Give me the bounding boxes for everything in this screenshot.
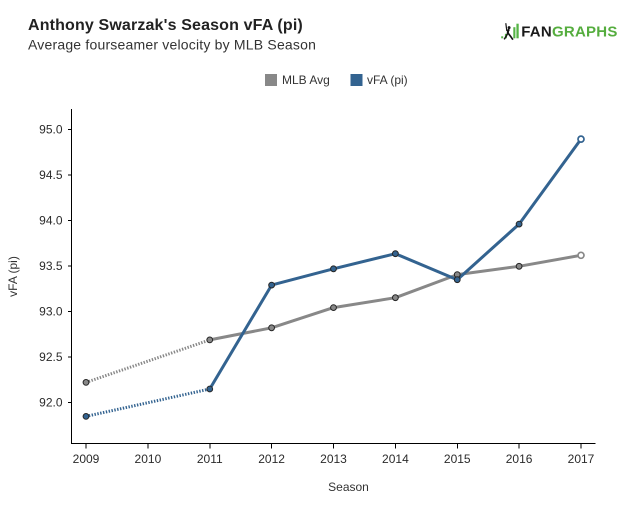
- svg-text:95.0: 95.0: [39, 123, 63, 137]
- svg-text:2009: 2009: [73, 452, 100, 466]
- svg-text:Season: Season: [328, 480, 369, 494]
- svg-text:vFA (pi): vFA (pi): [6, 256, 20, 297]
- svg-text:93.5: 93.5: [39, 259, 63, 273]
- svg-text:2011: 2011: [197, 452, 223, 466]
- svg-text:93.0: 93.0: [39, 305, 63, 319]
- svg-text:FANGRAPHS: FANGRAPHS: [521, 24, 617, 41]
- svg-text:Anthony Swarzak's Season vFA (: Anthony Swarzak's Season vFA (pi): [28, 17, 303, 34]
- svg-text:2016: 2016: [506, 452, 533, 466]
- svg-text:MLB Avg: MLB Avg: [282, 73, 330, 87]
- svg-text:2012: 2012: [258, 452, 285, 466]
- svg-text:2014: 2014: [382, 452, 409, 466]
- svg-text:92.5: 92.5: [39, 350, 63, 364]
- svg-text:2017: 2017: [568, 452, 595, 466]
- svg-text:94.0: 94.0: [39, 214, 63, 228]
- svg-text:2013: 2013: [320, 452, 347, 466]
- svg-text:94.5: 94.5: [39, 168, 63, 182]
- svg-text:Average fourseamer velocity by: Average fourseamer velocity by MLB Seaso…: [28, 37, 316, 53]
- svg-text:2010: 2010: [135, 452, 162, 466]
- svg-text:vFA (pi): vFA (pi): [367, 73, 408, 87]
- svg-text:2015: 2015: [444, 452, 471, 466]
- svg-text:92.0: 92.0: [39, 396, 63, 410]
